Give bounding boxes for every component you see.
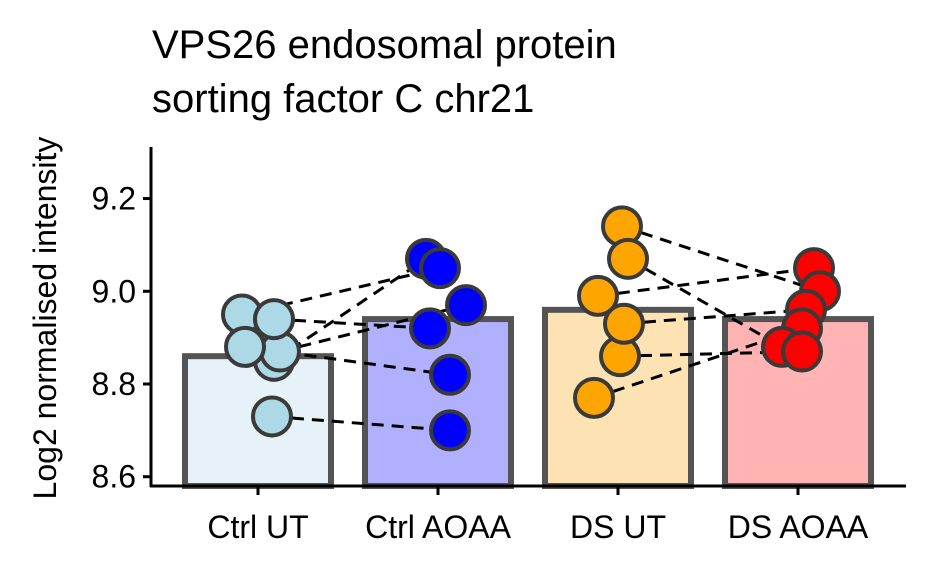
x-tick-label: DS UT [570, 509, 666, 545]
data-point-ctrl-aoaa-3 [409, 307, 451, 350]
data-point-ctrl-aoaa-4 [429, 353, 471, 396]
pair-line-ds-0 [621, 224, 821, 293]
x-tick-label: DS AOAA [728, 509, 869, 545]
data-point-ctrl-ut-4 [224, 325, 266, 368]
data-point-ds-ut-2 [577, 274, 619, 317]
y-axis-label: Log2 normalised intensity [27, 137, 63, 500]
y-tick-label: 9.2 [92, 181, 136, 217]
pair-line-ds-2 [597, 266, 815, 298]
x-tick-label: Ctrl AOAA [365, 509, 511, 545]
data-point-ds-ut-5 [603, 302, 645, 345]
y-tick-label: 9.0 [92, 273, 136, 309]
x-tick-label: Ctrl UT [207, 509, 308, 545]
chart-title-line-2: sorting factor C chr21 [152, 77, 534, 121]
y-tick-label: 8.8 [92, 366, 136, 402]
chart-title-line-1: VPS26 endosomal protein [152, 23, 617, 67]
data-point-ds-ut-4 [573, 376, 615, 419]
data-point-ctrl-aoaa-5 [429, 409, 471, 452]
data-point-ctrl-aoaa-2 [445, 284, 487, 327]
pair-line-ctrl-5 [271, 414, 451, 432]
pair-line-ctrl-2 [279, 303, 467, 354]
data-point-ctrl-ut-5 [251, 395, 293, 438]
pair-line-ctrl-4 [244, 345, 451, 377]
data-point-ctrl-aoaa-1 [419, 247, 461, 290]
data-point-ds-ut-1 [607, 237, 649, 280]
data-point-ctrl-ut-3 [253, 298, 295, 341]
axes-ticks: 8.6 8.8 9.0 9.2 Ctrl UT Ctrl AOAA DS UT DS AOAA [92, 181, 869, 545]
pair-line-ds-5 [623, 308, 807, 326]
pair-line-ctrl-0 [241, 266, 441, 316]
pair-line-ds-1 [627, 257, 783, 349]
plot-area [182, 205, 874, 489]
pair-line-ctrl-3 [273, 317, 431, 330]
y-tick-label: 8.6 [92, 459, 136, 495]
data-point-ds-aoaa-5 [781, 330, 823, 373]
